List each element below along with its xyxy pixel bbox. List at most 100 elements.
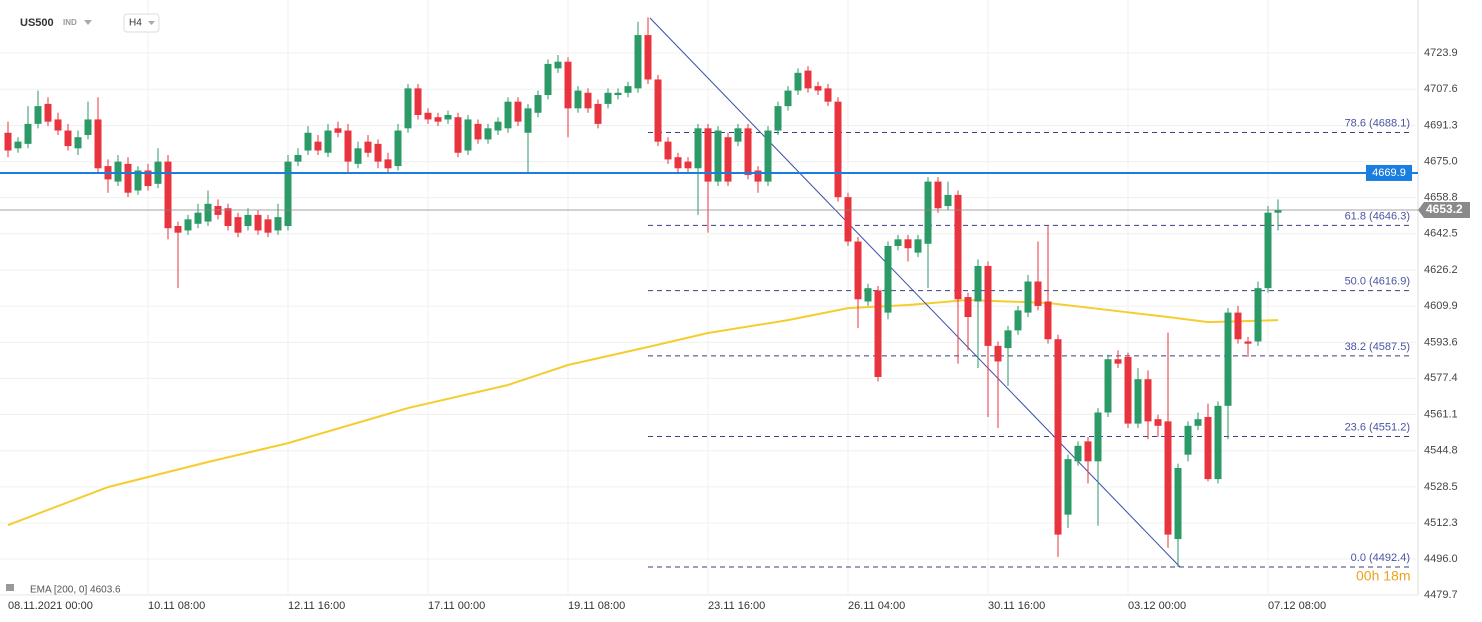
candle-body: [1084, 441, 1092, 462]
candle-body: [1274, 210, 1282, 213]
candle-body: [574, 90, 582, 109]
dropdown-arrow[interactable]: [84, 20, 92, 25]
candle-body: [24, 123, 32, 144]
x-tick-label: 17.11 00:00: [428, 600, 485, 612]
candle-body: [1094, 412, 1102, 462]
candle-body: [164, 161, 172, 229]
candle-body: [644, 35, 652, 80]
candle-body: [844, 197, 852, 242]
candle-body: [414, 88, 422, 116]
candle-body: [624, 86, 632, 93]
candle-body: [904, 239, 912, 249]
candle-body: [534, 95, 542, 113]
candle-body: [984, 265, 992, 346]
candle-body: [1204, 416, 1212, 480]
plot: 4479.7 4496.0 4512.3 4528.5 4544.8 4561.1 4577…: [0, 0, 1470, 612]
candle-body: [1014, 310, 1022, 331]
candle-body: [134, 170, 142, 191]
candle-body: [1264, 212, 1272, 289]
symbol[interactable]: US500: [20, 17, 54, 29]
candle-body: [284, 161, 292, 227]
candle-body: [924, 181, 932, 244]
fib-label: 0.0 (4492.4): [1351, 552, 1410, 564]
indicator-label: EMA [200, 0] 4603.6: [30, 585, 121, 596]
fib-label: 50.0 (4616.9): [1345, 276, 1410, 288]
interval[interactable]: H4: [129, 18, 142, 29]
candle-body: [694, 128, 702, 169]
candle-body: [604, 92, 612, 104]
candle-body: [944, 194, 952, 207]
candle-body: [494, 121, 502, 131]
indicator-icon[interactable]: [6, 584, 14, 591]
candle-body: [824, 88, 832, 102]
candle-body: [484, 128, 492, 140]
candle-body: [1054, 339, 1062, 535]
candle-body: [704, 128, 712, 182]
interval-button[interactable]: [123, 13, 160, 33]
candle-body: [34, 106, 42, 124]
candle-body: [774, 106, 782, 131]
y-tick-label: 4658.8: [1424, 191, 1458, 203]
candle-body: [464, 119, 472, 151]
candle-body: [374, 143, 382, 162]
candle-body: [394, 130, 402, 167]
candle-body: [744, 128, 752, 175]
candle-body: [1044, 301, 1052, 340]
candle-body: [174, 226, 182, 233]
candle-body: [294, 154, 302, 162]
fib-label: 78.6 (4688.1): [1345, 117, 1410, 129]
candle-body: [1174, 468, 1182, 540]
ema-line: [7, 298, 1279, 527]
candle-body: [324, 130, 332, 153]
candle-body: [854, 241, 862, 300]
candle-body: [1254, 288, 1262, 342]
candle-body: [954, 194, 962, 300]
candle-body: [1114, 359, 1122, 364]
candle-body: [384, 159, 392, 169]
candle-body: [354, 148, 362, 164]
x-tick-label: 19.11 08:00: [568, 600, 625, 612]
candle-body: [334, 128, 342, 133]
candle-body: [1244, 341, 1252, 344]
price-tag-label: 4653.2: [1426, 202, 1463, 216]
timer: 00h 18m: [1356, 568, 1410, 584]
candle-body: [1004, 330, 1012, 349]
y-tick-label: 4544.8: [1424, 445, 1458, 457]
candle-body: [894, 239, 902, 246]
x-tick-label: 10.11 08:00: [148, 600, 205, 612]
candle-body: [64, 130, 72, 147]
candle-body: [1234, 312, 1242, 340]
candle-body: [934, 181, 942, 209]
x-tick-label: 30.11 16:00: [988, 600, 1045, 612]
candle-body: [1214, 405, 1222, 480]
x-tick-label: 26.11 04:00: [848, 600, 905, 612]
candle-body: [114, 161, 122, 182]
y-tick-label: 4609.9: [1424, 300, 1458, 312]
candle-body: [794, 72, 802, 91]
candle-body: [1134, 379, 1142, 424]
candle-body: [1124, 357, 1132, 424]
y-tick-label: 4512.3: [1424, 517, 1458, 529]
candle-body: [264, 219, 272, 233]
candle-body: [764, 130, 772, 182]
candle-body: [344, 130, 352, 162]
trend-line: [649, 17, 1181, 568]
y-tick-label: 4593.6: [1424, 336, 1458, 348]
price-tag: [1418, 202, 1470, 219]
candle-body: [914, 239, 922, 253]
candle-body: [454, 117, 462, 153]
candle-body: [544, 63, 552, 96]
y-tick-label: 4479.7: [1424, 589, 1458, 601]
candle-body: [884, 245, 892, 313]
y-tick-label: 4496.0: [1424, 553, 1458, 565]
candle-body: [424, 112, 432, 120]
candle-body: [634, 35, 642, 89]
y-tick-label: 4642.5: [1424, 228, 1458, 240]
x-tick-label: 03.12 00:00: [1128, 600, 1186, 612]
candle-body: [54, 119, 62, 131]
candle-body: [204, 203, 212, 222]
candle-body: [994, 345, 1002, 362]
candle-body: [554, 61, 562, 69]
candle-body: [974, 265, 982, 302]
